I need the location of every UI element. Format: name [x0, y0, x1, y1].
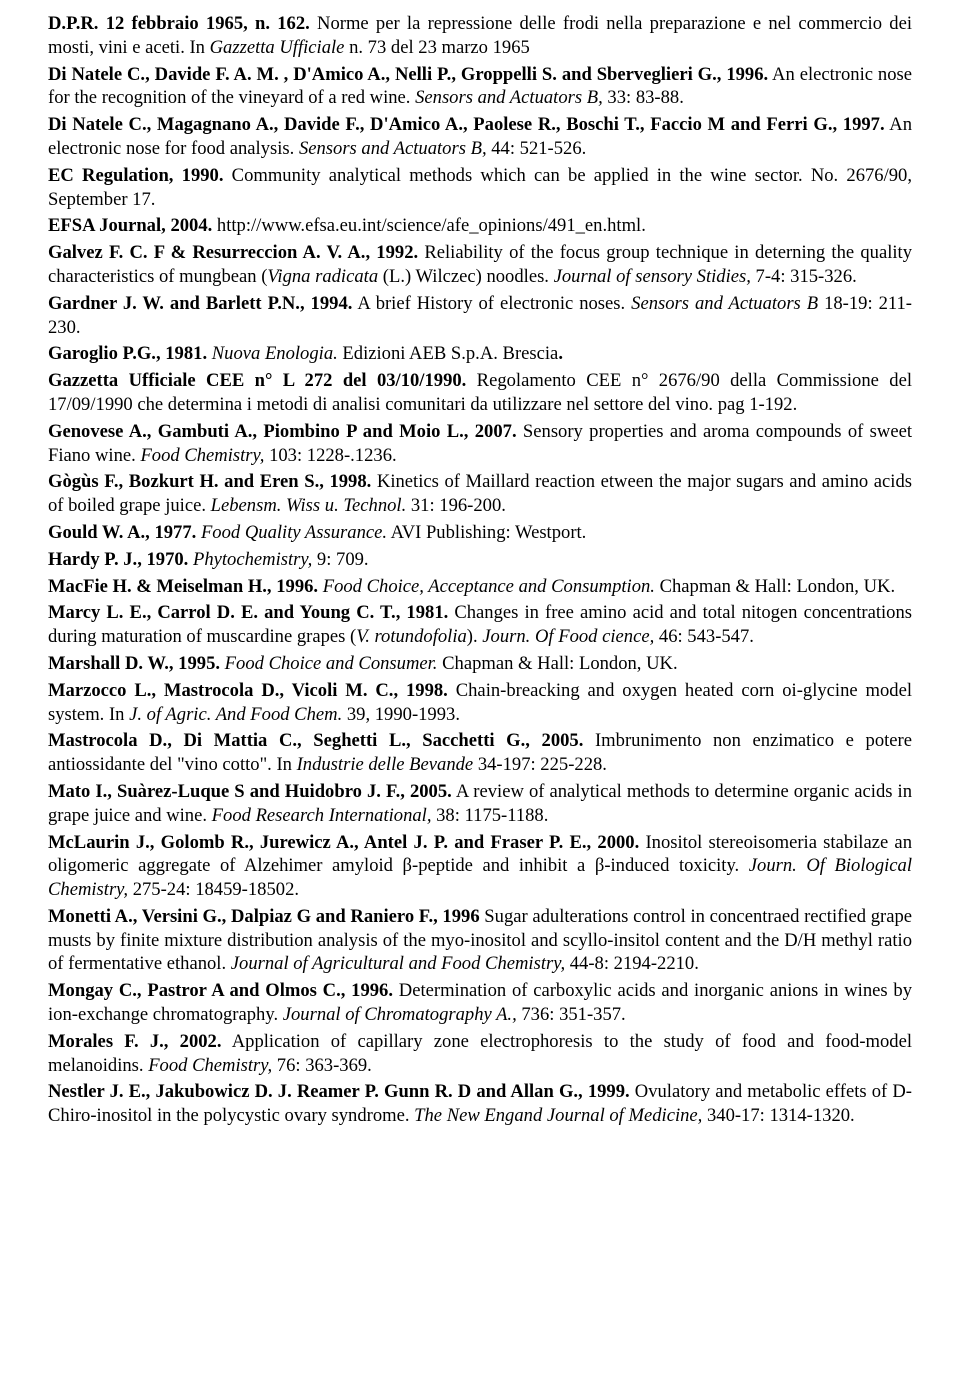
reference-text: 340-17: 1314-1320. [702, 1105, 854, 1126]
reference-source: The New Engand Journal of Medicine, [414, 1105, 702, 1126]
reference-entry: Nestler J. E., Jakubowicz D. J. Reamer P… [48, 1080, 912, 1128]
reference-source: Food Research International, [212, 805, 432, 826]
bibliography-page: D.P.R. 12 febbraio 1965, n. 162. Norme p… [0, 0, 960, 1385]
reference-source: Phytochemistry, [193, 549, 312, 570]
reference-entry: EFSA Journal, 2004. http://www.efsa.eu.i… [48, 214, 912, 238]
reference-author-year: Di Natele C., Magagnano A., Davide F., D… [48, 114, 885, 135]
reference-author-year: Nestler J. E., Jakubowicz D. J. Reamer P… [48, 1081, 630, 1102]
reference-author-year: Marcy L. E., Carrol D. E. and Young C. T… [48, 602, 448, 623]
reference-source: Food Chemistry, [148, 1055, 272, 1076]
reference-source: Food Choice, Acceptance and Consumption. [323, 576, 655, 597]
reference-author-year: Morales F. J., 2002. [48, 1031, 222, 1052]
reference-source: Journal of Chromatography A., [283, 1004, 517, 1025]
reference-source: Lebensm. Wiss u. Technol. [211, 495, 407, 516]
reference-author-year: Genovese A., Gambuti A., Piombino P and … [48, 421, 517, 442]
reference-text: 31: 196-200. [406, 495, 506, 516]
reference-entry: D.P.R. 12 febbraio 1965, n. 162. Norme p… [48, 12, 912, 60]
reference-source: V. rotundofolia [356, 626, 467, 647]
reference-author-year: Mato I., Suàrez-Luque S and Huidobro J. … [48, 781, 452, 802]
reference-entry: Mato I., Suàrez-Luque S and Huidobro J. … [48, 780, 912, 828]
reference-entry: MacFie H. & Meiselman H., 1996. Food Cho… [48, 575, 912, 599]
reference-author-year: Garoglio P.G., 1981. [48, 343, 207, 364]
reference-text: (L.) Wilczec) noodles. [378, 266, 553, 287]
reference-text: 7-4: 315-326. [751, 266, 857, 287]
reference-text: 39, 1990-1993. [342, 704, 460, 725]
reference-author-year: Gazzetta Ufficiale CEE n° L 272 del 03/1… [48, 370, 466, 391]
reference-entry: Galvez F. C. F & Resurreccion A. V. A., … [48, 241, 912, 289]
reference-source: J. of Agric. And Food Chem. [129, 704, 342, 725]
reference-source: Journ. Of Food cience, [482, 626, 654, 647]
reference-entry: Gazzetta Ufficiale CEE n° L 272 del 03/1… [48, 369, 912, 417]
reference-author-year: Hardy P. J., 1970. [48, 549, 188, 570]
reference-author-year: Monetti A., Versini G., Dalpiaz G and Ra… [48, 906, 480, 927]
reference-author-year: Galvez F. C. F & Resurreccion A. V. A., … [48, 242, 418, 263]
reference-text: 46: 543-547. [654, 626, 754, 647]
reference-author-year: Gould W. A., 1977. [48, 522, 196, 543]
reference-author-year: Mongay C., Pastror A and Olmos C., 1996. [48, 980, 393, 1001]
reference-entry: Monetti A., Versini G., Dalpiaz G and Ra… [48, 905, 912, 976]
reference-author-year: McLaurin J., Golomb R., Jurewicz A., Ant… [48, 832, 639, 853]
reference-author-year: Gògùs F., Bozkurt H. and Eren S., 1998. [48, 471, 371, 492]
reference-entry: Marshall D. W., 1995. Food Choice and Co… [48, 652, 912, 676]
reference-source: Nuova Enologia. [212, 343, 338, 364]
reference-text: http://www.efsa.eu.int/science/afe_opini… [212, 215, 646, 236]
reference-entry: Mastrocola D., Di Mattia C., Seghetti L.… [48, 729, 912, 777]
reference-author-year: Mastrocola D., Di Mattia C., Seghetti L.… [48, 730, 583, 751]
reference-text: Chapman & Hall: London, UK. [655, 576, 895, 597]
reference-source: Food Chemistry, [140, 445, 264, 466]
reference-entry: Mongay C., Pastror A and Olmos C., 1996.… [48, 979, 912, 1027]
reference-text: 275-24: 18459-18502. [128, 879, 299, 900]
reference-source: Vigna radicata [267, 266, 378, 287]
reference-author-year: Marshall D. W., 1995. [48, 653, 220, 674]
reference-text: Chapman & Hall: London, UK. [437, 653, 677, 674]
reference-source: Journal of sensory Stidies, [554, 266, 751, 287]
reference-source: Gazzetta Ufficiale [210, 37, 345, 58]
reference-source: Journal of Agricultural and Food Chemist… [231, 953, 565, 974]
reference-source: Sensors and Actuators B [631, 293, 818, 314]
reference-author-year: Di Natele C., Davide F. A. M. , D'Amico … [48, 64, 768, 85]
reference-text: 38: 1175-1188. [431, 805, 548, 826]
reference-author-year: D.P.R. 12 febbraio 1965, n. 162. [48, 13, 310, 34]
reference-entry: Genovese A., Gambuti A., Piombino P and … [48, 420, 912, 468]
reference-author-year: . [558, 343, 563, 364]
reference-entry: Di Natele C., Davide F. A. M. , D'Amico … [48, 63, 912, 111]
reference-entry: Garoglio P.G., 1981. Nuova Enologia. Edi… [48, 342, 912, 366]
reference-source: Sensors and Actuators B, [299, 138, 487, 159]
reference-entry: Di Natele C., Magagnano A., Davide F., D… [48, 113, 912, 161]
reference-text: 33: 83-88. [603, 87, 684, 108]
reference-text: ). [467, 626, 483, 647]
reference-entry: Gardner J. W. and Barlett P.N., 1994. A … [48, 292, 912, 340]
reference-author-year: MacFie H. & Meiselman H., 1996. [48, 576, 318, 597]
reference-entry: Gould W. A., 1977. Food Quality Assuranc… [48, 521, 912, 545]
reference-text: 103: 1228-.1236. [264, 445, 396, 466]
reference-text: 34-197: 225-228. [473, 754, 607, 775]
reference-text: 44: 521-526. [487, 138, 587, 159]
reference-text: 9: 709. [312, 549, 368, 570]
reference-source: Industrie delle Bevande [297, 754, 474, 775]
reference-entry: EC Regulation, 1990. Community analytica… [48, 164, 912, 212]
reference-entry: Marcy L. E., Carrol D. E. and Young C. T… [48, 601, 912, 649]
reference-text: Edizioni AEB S.p.A. Brescia [338, 343, 559, 364]
reference-text: A brief History of electronic noses. [352, 293, 631, 314]
reference-text: AVI Publishing: Westport. [387, 522, 586, 543]
reference-text: n. 73 del 23 marzo 1965 [344, 37, 529, 58]
reference-author-year: EFSA Journal, 2004. [48, 215, 212, 236]
reference-source: Food Choice and Consumer. [225, 653, 438, 674]
reference-entry: Gògùs F., Bozkurt H. and Eren S., 1998. … [48, 470, 912, 518]
reference-author-year: Marzocco L., Mastrocola D., Vicoli M. C.… [48, 680, 448, 701]
reference-source: Food Quality Assurance. [201, 522, 387, 543]
reference-source: Sensors and Actuators B, [415, 87, 603, 108]
reference-entry: McLaurin J., Golomb R., Jurewicz A., Ant… [48, 831, 912, 902]
reference-text: 736: 351-357. [517, 1004, 626, 1025]
reference-author-year: EC Regulation, 1990. [48, 165, 223, 186]
reference-author-year: Gardner J. W. and Barlett P.N., 1994. [48, 293, 352, 314]
reference-entry: Marzocco L., Mastrocola D., Vicoli M. C.… [48, 679, 912, 727]
reference-entry: Hardy P. J., 1970. Phytochemistry, 9: 70… [48, 548, 912, 572]
reference-text: 44-8: 2194-2210. [565, 953, 699, 974]
reference-text: 76: 363-369. [272, 1055, 372, 1076]
reference-entry: Morales F. J., 2002. Application of capi… [48, 1030, 912, 1078]
